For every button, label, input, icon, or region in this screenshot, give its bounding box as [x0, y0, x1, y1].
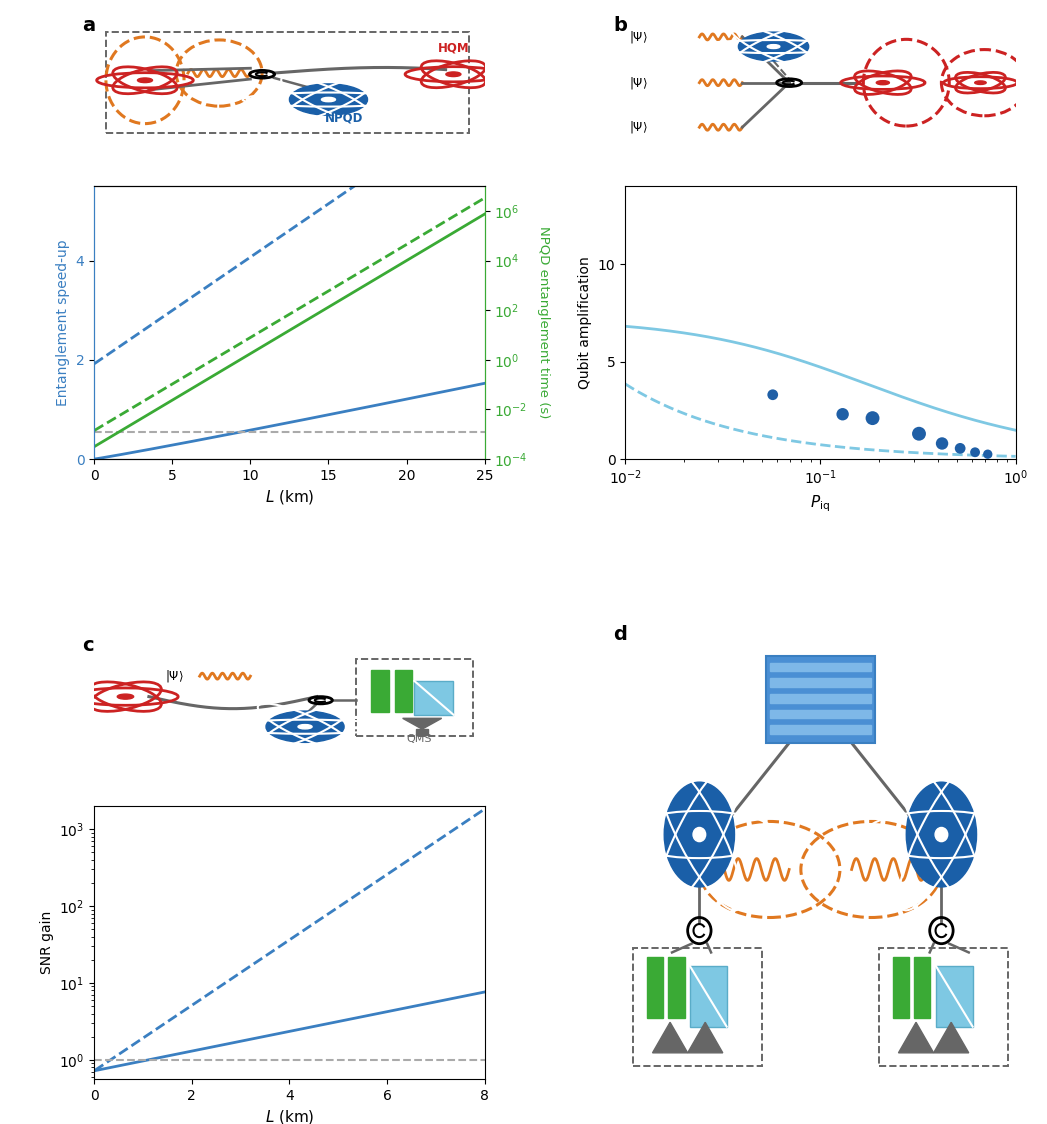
Y-axis label: Entanglement speed-up: Entanglement speed-up	[57, 239, 70, 406]
Point	[764, 386, 781, 404]
Y-axis label: Qubit amplification: Qubit amplification	[578, 256, 593, 389]
Polygon shape	[688, 1023, 722, 1053]
Text: HQM: HQM	[438, 42, 469, 54]
Circle shape	[446, 72, 461, 76]
Polygon shape	[652, 1023, 688, 1053]
Ellipse shape	[266, 711, 344, 742]
FancyBboxPatch shape	[395, 670, 413, 713]
Text: NPQD: NPQD	[325, 111, 363, 125]
Polygon shape	[770, 678, 871, 687]
Point	[864, 409, 881, 427]
Polygon shape	[770, 694, 871, 702]
FancyBboxPatch shape	[893, 957, 909, 1018]
Circle shape	[298, 725, 312, 728]
Text: $|\Psi\rangle$: $|\Psi\rangle$	[629, 74, 648, 91]
FancyBboxPatch shape	[765, 655, 875, 743]
Polygon shape	[770, 663, 871, 671]
Circle shape	[975, 81, 986, 84]
FancyBboxPatch shape	[668, 957, 685, 1018]
Polygon shape	[770, 725, 871, 734]
Point	[911, 425, 928, 443]
Ellipse shape	[907, 782, 977, 887]
X-axis label: $L$ (km): $L$ (km)	[265, 1108, 314, 1124]
FancyBboxPatch shape	[415, 681, 453, 715]
Y-axis label: NPQD entanglement time (s): NPQD entanglement time (s)	[537, 226, 550, 419]
Text: c: c	[83, 636, 94, 655]
Circle shape	[117, 695, 134, 699]
Point	[952, 439, 968, 457]
Point	[934, 435, 951, 453]
Circle shape	[137, 78, 153, 82]
Ellipse shape	[664, 782, 735, 887]
X-axis label: $P_{\mathrm{iq}}$: $P_{\mathrm{iq}}$	[810, 493, 830, 514]
Circle shape	[767, 45, 780, 48]
FancyBboxPatch shape	[647, 957, 663, 1018]
X-axis label: $L$ (km): $L$ (km)	[265, 488, 314, 506]
Polygon shape	[898, 1023, 934, 1053]
FancyBboxPatch shape	[914, 957, 931, 1018]
Text: $|\Psi\rangle$: $|\Psi\rangle$	[164, 668, 183, 685]
Polygon shape	[770, 709, 871, 718]
FancyBboxPatch shape	[372, 670, 389, 713]
Circle shape	[876, 81, 889, 84]
Text: a: a	[83, 17, 95, 36]
Polygon shape	[403, 718, 442, 729]
Circle shape	[935, 827, 948, 842]
Circle shape	[693, 827, 706, 842]
Text: QMS: QMS	[406, 734, 432, 744]
Text: b: b	[614, 17, 627, 36]
Point	[834, 406, 851, 424]
Circle shape	[321, 98, 335, 101]
FancyBboxPatch shape	[936, 966, 973, 1026]
Ellipse shape	[738, 33, 808, 61]
Ellipse shape	[289, 84, 367, 115]
FancyBboxPatch shape	[690, 966, 727, 1026]
Text: $|\Psi\rangle$: $|\Psi\rangle$	[629, 119, 648, 135]
Point	[979, 445, 996, 463]
Point	[966, 443, 983, 461]
Text: $|\Psi\rangle$: $|\Psi\rangle$	[629, 29, 648, 45]
Polygon shape	[417, 729, 428, 735]
Y-axis label: SNR gain: SNR gain	[40, 910, 53, 975]
Polygon shape	[934, 1023, 968, 1053]
Text: d: d	[614, 625, 627, 644]
